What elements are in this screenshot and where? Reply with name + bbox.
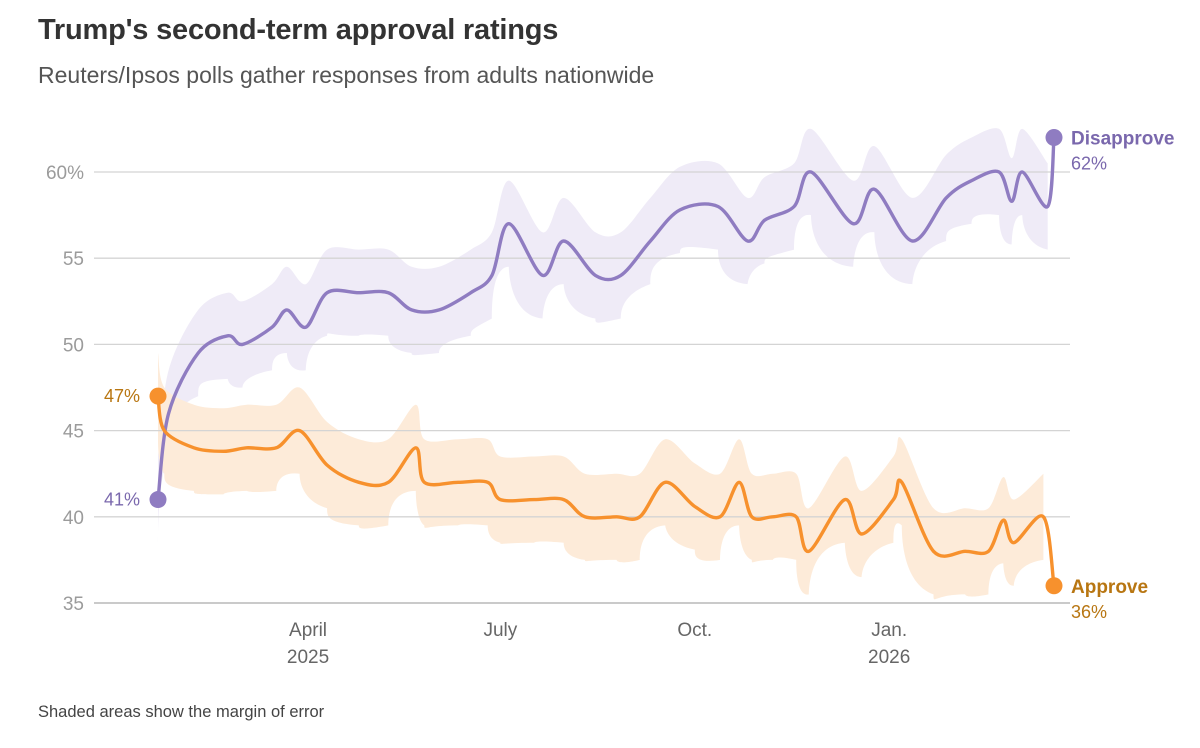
line-disapprove [156, 135, 1056, 502]
x-tick-jan: Jan. [871, 620, 907, 641]
series-name-disapprove: Disapprove [1071, 129, 1174, 150]
chart-title: Trump's second-term approval ratings [38, 14, 559, 46]
y-tick-35: 35 [63, 594, 84, 615]
y-axis-ticks: 35 40 45 50 55 60% [46, 163, 84, 615]
end-label-disapprove: 62% [1071, 154, 1107, 174]
end-marker-approve [1045, 577, 1063, 595]
start-marker-disapprove [149, 491, 167, 509]
x-tick-year-2025: 2025 [287, 647, 329, 668]
x-tick-year-2026: 2026 [868, 647, 910, 668]
y-tick-45: 45 [63, 422, 84, 443]
y-tick-60: 60% [46, 163, 84, 184]
x-tick-july: July [483, 620, 517, 641]
series-name-approve: Approve [1071, 577, 1148, 598]
end-label-approve: 36% [1071, 602, 1107, 622]
footnote: Shaded areas show the margin of error [38, 703, 325, 721]
start-marker-approve [149, 387, 167, 405]
x-tick-april: April [289, 620, 327, 641]
series-labels: 41% Disapprove 62% 47% Approve 36% [104, 129, 1175, 622]
margin-of-error-bands [158, 128, 1048, 600]
end-marker-disapprove [1045, 129, 1063, 147]
y-tick-50: 50 [63, 335, 84, 356]
x-axis-ticks: April 2025 July Oct. Jan. 2026 [287, 620, 910, 668]
gridlines [94, 171, 1070, 604]
start-label-disapprove: 41% [104, 490, 140, 510]
band-disapprove [158, 128, 1048, 543]
y-tick-55: 55 [63, 249, 84, 270]
series-lines [156, 135, 1056, 588]
chart-subtitle: Reuters/Ipsos polls gather responses fro… [38, 62, 655, 88]
start-label-approve: 47% [104, 386, 140, 406]
y-tick-40: 40 [63, 508, 84, 529]
series-markers [149, 129, 1063, 595]
x-tick-oct: Oct. [677, 620, 712, 641]
line-approve [156, 394, 1056, 588]
band-approve [158, 353, 1044, 600]
